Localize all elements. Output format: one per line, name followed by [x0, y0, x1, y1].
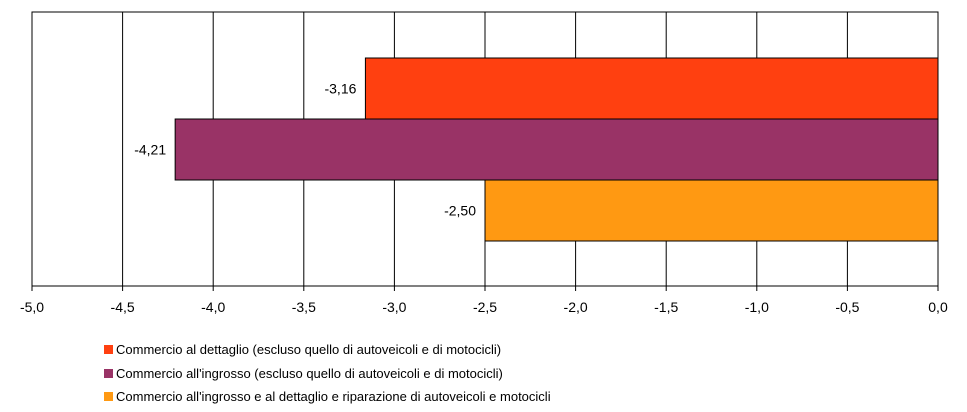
data-label: -3,16	[324, 81, 356, 97]
bar-chart: -5,0 -4,5 -4,0 -3,5 -3,0 -2,5 -2,0 -1,5 -1,0 -0,5…	[20, 11, 948, 315]
x-tick-label: -4,5	[111, 299, 135, 315]
x-tick-label: -2,0	[564, 299, 588, 315]
bar	[174, 118, 939, 181]
data-label: -2,50	[444, 203, 476, 219]
legend-item-retail: Commercio al dettaglio (escluso quello d…	[104, 338, 551, 362]
data-labels: -3,16 -4,21 -2,50	[134, 81, 476, 219]
legend-item-wholesale-retail-repair: Commercio all'ingrosso e al dettaglio e …	[104, 385, 551, 409]
bar	[484, 179, 939, 242]
legend-item-wholesale: Commercio all'ingrosso (escluso quello d…	[104, 362, 551, 386]
legend-label-retail: Commercio al dettaglio (escluso quello d…	[116, 342, 502, 358]
x-tick-label: -0,5	[835, 299, 859, 315]
x-tick-label: -3,5	[292, 299, 316, 315]
legend-swatch-wholesale	[104, 368, 113, 378]
x-tick-label: -1,0	[745, 299, 769, 315]
x-tick-label: -1,5	[654, 299, 678, 315]
legend: Commercio al dettaglio (escluso quello d…	[104, 338, 551, 409]
x-tick-label: -5,0	[20, 299, 44, 315]
x-tick-label: 0,0	[928, 299, 948, 315]
legend-label-wholesale-retail-repair: Commercio all'ingrosso e al dettaglio e …	[116, 389, 551, 405]
legend-swatch-wholesale-retail-repair	[104, 392, 113, 402]
legend-label-wholesale: Commercio all'ingrosso (escluso quello d…	[116, 365, 503, 381]
data-label: -4,21	[134, 142, 166, 158]
bar	[364, 57, 939, 120]
x-tick-label: -3,0	[382, 299, 406, 315]
bars	[174, 57, 939, 242]
x-tick-label: -4,0	[201, 299, 225, 315]
x-axis-ticks: -5,0 -4,5 -4,0 -3,5 -3,0 -2,5 -2,0 -1,5 -1,0 -0,5…	[20, 286, 948, 315]
legend-swatch-retail	[104, 345, 113, 355]
x-tick-label: -2,5	[473, 299, 497, 315]
